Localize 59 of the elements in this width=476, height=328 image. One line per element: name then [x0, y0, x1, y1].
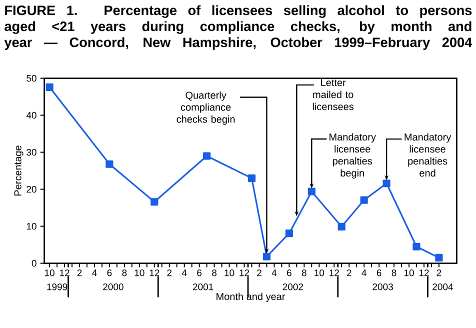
point [412, 242, 420, 250]
x-tick-label: 8 [392, 269, 396, 276]
y-tick-label: 10 [26, 222, 36, 230]
x-axis-title: Month and year [216, 292, 286, 302]
annotation: Mandatory licensee penalties end [404, 133, 452, 177]
point [338, 222, 346, 230]
x-tick-label: 12 [330, 269, 339, 276]
x-tick-label: 4 [92, 269, 97, 276]
x-tick-label: 10 [314, 269, 324, 276]
annotation: Mandatory licensee penalties begin [330, 133, 376, 179]
text: 2004 [432, 283, 453, 290]
point [106, 160, 114, 168]
x-tick-label: 4 [362, 269, 366, 276]
x-tick-label: 4 [182, 269, 187, 276]
x-tick-label: 12 [150, 269, 160, 276]
point [203, 152, 211, 160]
x-tick-label: 2 [167, 269, 172, 276]
text: 2002 [282, 283, 304, 290]
point [262, 252, 271, 260]
x-tick-label: 4 [272, 269, 277, 276]
x-tick-label: 2 [346, 269, 352, 276]
annotation: Quarterly compliance checks begin [176, 91, 235, 125]
x-tick-label: 6 [287, 269, 292, 276]
x-tick-label: 2 [436, 269, 442, 276]
x-tick-label: 10 [404, 269, 414, 276]
y-tick-label: 20 [26, 186, 36, 193]
x-tick-label: 6 [197, 269, 202, 276]
x-tick-label: 12 [240, 269, 250, 276]
x-tick-label: 12 [419, 269, 429, 276]
annotation: Letter mailed to licensees [312, 79, 354, 110]
y-tick-label: 50 [26, 74, 36, 82]
x-tick-label: 8 [212, 269, 217, 276]
point [285, 230, 293, 238]
x-tick-label: 8 [122, 269, 127, 276]
point [248, 174, 256, 182]
text: 1999 [47, 283, 68, 290]
text: 2001 [192, 283, 214, 290]
point [435, 254, 443, 262]
point [150, 198, 158, 206]
x-tick-label: 6 [107, 269, 112, 276]
x-tick-label: 10 [134, 269, 144, 276]
y-tick-label: 0 [32, 260, 36, 267]
x-tick-label: 8 [302, 269, 306, 276]
x-tick-label: 2 [77, 269, 82, 276]
x-tick-label: 10 [44, 269, 54, 276]
x-tick-label: 2 [257, 269, 262, 276]
y-tick-label: 40 [26, 112, 36, 119]
point [382, 180, 390, 188]
y-tick-label: 30 [26, 148, 36, 156]
x-tick-label: 10 [224, 269, 234, 276]
text: 2003 [372, 283, 393, 290]
text: 2000 [103, 283, 124, 290]
chart-title: FIGURE 1. Percentage of licensees selling alcohol to persons aged <21 years during compliance checks, by month and year — Concord, New Hampshire, October 1999–February 2004 [4, 5, 472, 50]
point [46, 83, 54, 91]
x-tick-label: 12 [60, 269, 70, 276]
y-axis-title: Percentage [14, 146, 24, 196]
x-tick-label: 6 [376, 269, 382, 276]
point [360, 196, 368, 204]
point [308, 188, 316, 196]
